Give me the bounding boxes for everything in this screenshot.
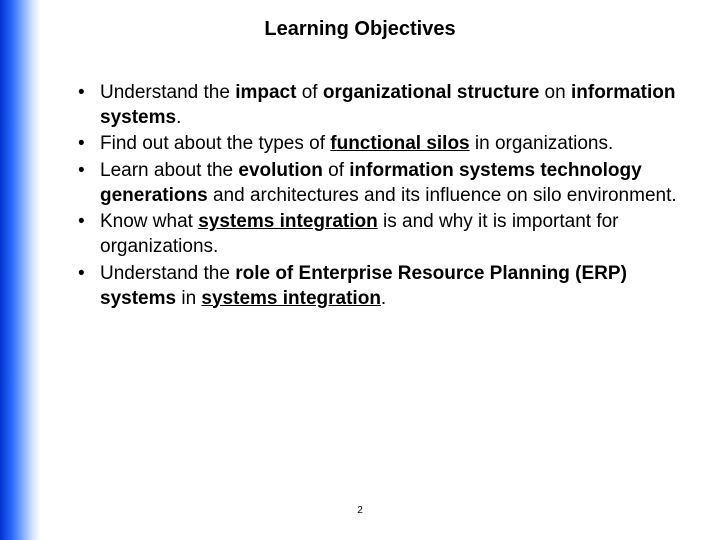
bullet-item: Understand the role of Enterprise Resour… [78, 262, 690, 311]
text-run: . [381, 288, 386, 309]
bullet-list: Understand the impact of organizational … [50, 81, 690, 311]
text-run: in [176, 288, 201, 309]
bullet-item: Understand the impact of organizational … [78, 81, 690, 130]
slide-content: Learning Objectives Understand the impac… [0, 0, 720, 540]
text-run: . [176, 107, 181, 128]
text-run: Find out about the types of [100, 133, 330, 154]
text-run: of [323, 160, 349, 181]
text-run: functional silos [330, 133, 469, 154]
text-run: evolution [238, 160, 322, 181]
slide-title: Learning Objectives [30, 18, 690, 41]
text-run: Understand the [100, 263, 235, 284]
bullet-item: Know what systems integration is and why… [78, 210, 690, 259]
text-run: on [539, 82, 571, 103]
text-run: in organizations. [470, 133, 614, 154]
text-run: Learn about the [100, 160, 238, 181]
text-run: and architectures and its influence on s… [208, 185, 677, 206]
text-run: organizational structure [323, 82, 539, 103]
bullet-item: Find out about the types of functional s… [78, 132, 690, 157]
bullet-item: Learn about the evolution of information… [78, 159, 690, 208]
text-run: systems integration [201, 288, 381, 309]
text-run: systems integration [198, 211, 378, 232]
page-number: 2 [357, 505, 363, 516]
text-run: Know what [100, 211, 198, 232]
text-run: Understand the [100, 82, 235, 103]
text-run: impact [235, 82, 296, 103]
text-run: of [296, 82, 322, 103]
